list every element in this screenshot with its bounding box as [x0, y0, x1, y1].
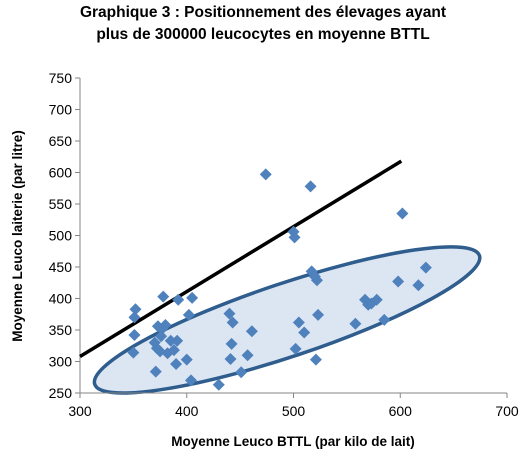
data-point: [312, 308, 325, 321]
y-tick-label: 650: [49, 133, 73, 149]
data-point: [180, 353, 193, 366]
chart-title-line-1: Graphique 3 : Positionnement des élevage…: [79, 4, 447, 21]
highlight-ellipse: [92, 245, 482, 395]
data-point: [223, 307, 236, 320]
x-tick-label: 600: [389, 403, 413, 419]
data-point: [349, 317, 362, 330]
y-tick-label: 300: [49, 354, 73, 370]
reference-line: [79, 159, 403, 358]
x-axis-label: Moyenne Leuco BTTL (par kilo de lait): [171, 434, 415, 449]
data-point: [241, 349, 254, 362]
data-point: [225, 337, 238, 350]
data-point: [212, 378, 225, 391]
data-point: [245, 325, 258, 338]
data-point: [186, 291, 199, 304]
data-point: [289, 342, 302, 355]
data-point: [259, 168, 272, 181]
x-tick-label: 500: [282, 403, 306, 419]
y-tick-label: 550: [49, 196, 73, 212]
x-tick-label: 700: [495, 403, 519, 419]
data-point: [412, 279, 425, 292]
data-point: [170, 358, 183, 371]
chart-title: Graphique 3 : Positionnement des élevage…: [0, 2, 526, 46]
y-axis-label: Moyenne Leuco laiterie (par litre): [10, 130, 25, 342]
data-point: [298, 326, 311, 339]
data-point: [185, 374, 198, 387]
data-point: [226, 316, 239, 329]
y-tick-label: 750: [49, 70, 73, 86]
data-point: [224, 352, 237, 365]
y-tick-label: 600: [49, 165, 73, 181]
data-point: [310, 274, 323, 287]
y-tick-label: 450: [49, 259, 73, 275]
axes-layer: 250 300 350 400 450 500 550 600 650 700 750 300 400 5…: [49, 70, 519, 419]
ellipse-layer: [92, 245, 482, 395]
data-point: [149, 365, 162, 378]
y-tick-label: 250: [49, 385, 73, 401]
data-point: [127, 346, 140, 359]
data-point: [235, 366, 248, 379]
data-point: [128, 329, 141, 342]
data-point: [396, 207, 409, 220]
data-point: [157, 290, 170, 303]
data-point: [304, 180, 317, 193]
chart-title-line-2: plus de 300000 leucocytes en moyenne BTT…: [96, 26, 430, 43]
data-point: [378, 313, 391, 326]
data-point: [392, 275, 405, 288]
data-point: [155, 330, 168, 343]
x-tick-label: 400: [175, 403, 199, 419]
y-tick-label: 400: [49, 291, 73, 307]
data-point: [182, 308, 195, 321]
data-point: [167, 344, 180, 357]
y-tick-label: 700: [49, 102, 73, 118]
reference-line-layer: [79, 159, 403, 358]
data-point: [129, 303, 142, 316]
data-point: [370, 293, 383, 306]
y-tick-label: 350: [49, 322, 73, 338]
data-point: [164, 334, 177, 347]
data-point: [172, 293, 185, 306]
x-tick-label: 300: [68, 403, 92, 419]
data-point: [419, 261, 432, 274]
data-point: [288, 231, 301, 244]
data-point: [159, 318, 172, 331]
data-point: [292, 316, 305, 329]
data-point: [128, 311, 141, 324]
y-tick-label: 500: [49, 228, 73, 244]
data-point: [309, 353, 322, 366]
points-layer: [127, 168, 432, 391]
data-point: [171, 334, 184, 347]
